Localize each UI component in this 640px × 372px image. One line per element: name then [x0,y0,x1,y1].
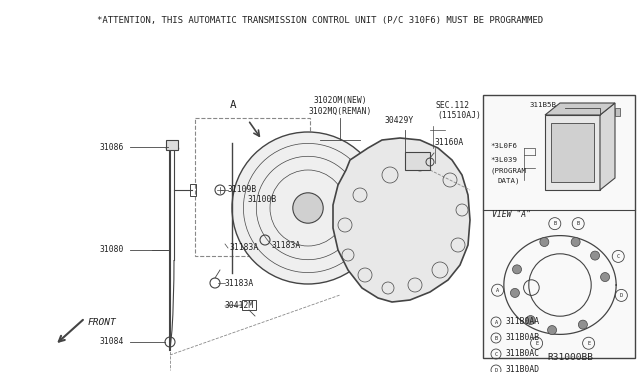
Circle shape [571,237,580,247]
Bar [483,95,635,358]
Bar [545,115,600,190]
Text: B: B [553,221,556,226]
Circle shape [511,288,520,298]
Text: D: D [495,368,497,372]
Text: C: C [617,254,620,259]
Text: 30429Y: 30429Y [385,116,414,125]
Text: *3L0F6: *3L0F6 [490,143,517,149]
Text: 3102MQ(REMAN): 3102MQ(REMAN) [308,107,372,116]
Circle shape [526,315,535,324]
Text: *3L039: *3L039 [490,157,517,163]
Text: B: B [495,336,497,340]
Ellipse shape [232,132,384,284]
Text: C: C [495,352,497,356]
Bar [615,108,620,116]
Text: E: E [587,341,590,346]
Text: DATA): DATA) [497,177,520,183]
Polygon shape [600,103,615,190]
Text: 31086: 31086 [100,142,124,151]
Circle shape [591,251,600,260]
Text: 31183A: 31183A [230,244,259,253]
Text: 31160A: 31160A [435,138,464,147]
Circle shape [513,265,522,274]
Bar [166,140,178,150]
Text: 31109B: 31109B [228,186,257,195]
Text: (11510AJ): (11510AJ) [437,111,481,120]
Text: 31080: 31080 [100,246,124,254]
Text: *ATTENTION, THIS AUTOMATIC TRANSMISSION CONTROL UNIT (P/C 310F6) MUST BE PROGRAM: *ATTENTION, THIS AUTOMATIC TRANSMISSION … [97,16,543,25]
Polygon shape [333,138,470,302]
Circle shape [293,193,323,223]
Bar [242,300,256,310]
Text: VIEW "A": VIEW "A" [492,210,531,219]
Text: R31000BB: R31000BB [547,353,593,362]
Text: A: A [495,320,497,324]
Bar [190,184,196,196]
Circle shape [548,326,557,334]
Text: 31084: 31084 [100,337,124,346]
Text: FRONT: FRONT [88,318,116,327]
Text: 311B0AD: 311B0AD [506,366,540,372]
Circle shape [579,320,588,329]
Text: 31183A: 31183A [272,241,301,250]
Text: 3102OM(NEW): 3102OM(NEW) [313,96,367,105]
Polygon shape [545,103,615,115]
Text: A: A [496,288,499,293]
Text: B: B [577,221,580,226]
Bar [405,152,430,170]
Circle shape [600,273,609,282]
Text: 31183A: 31183A [225,279,254,288]
Text: 311B0AA: 311B0AA [506,317,540,327]
Bar [551,123,594,182]
Text: 30412M: 30412M [225,301,254,311]
Text: A: A [230,100,237,110]
Text: 311B5B: 311B5B [530,102,557,108]
Text: (PROGRAM: (PROGRAM [490,168,526,174]
Circle shape [540,237,549,247]
Bar [195,118,310,256]
Text: 31100B: 31100B [248,195,277,204]
Text: D: D [620,293,623,298]
Text: E: E [535,341,538,346]
Text: SEC.112: SEC.112 [435,101,469,110]
Text: 311B0AC: 311B0AC [506,350,540,359]
Text: 311B0AB: 311B0AB [506,334,540,343]
